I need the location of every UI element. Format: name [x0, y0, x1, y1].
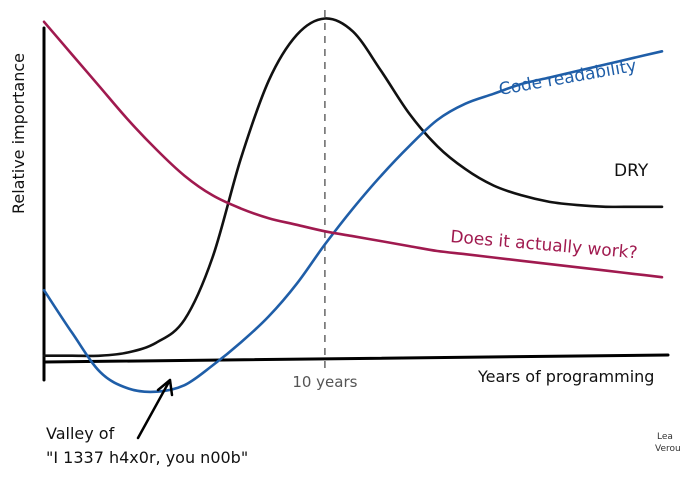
series-label-dry: DRY — [614, 161, 649, 181]
series-label-code-readability: Code readability — [497, 56, 638, 100]
valley-annotation-line1: Valley of — [46, 424, 115, 443]
series-line-does-it-actually-work — [42, 20, 664, 279]
series-line-dry — [42, 17, 664, 358]
signature-line2: Verou — [655, 444, 681, 454]
series-layer — [42, 17, 664, 394]
ten-years-label: 10 years — [292, 373, 357, 391]
series-label-does-it-actually-work: Does it actually work? — [450, 227, 639, 263]
x-axis-line — [42, 353, 670, 364]
valley-annotation-arrow — [136, 378, 174, 440]
x-axis-label: Years of programming — [477, 367, 654, 386]
valley-annotation-line2: "I 1337 h4x0r, you n00b" — [46, 448, 248, 467]
y-axis-label: Relative importance — [9, 53, 28, 214]
signature-line1: Lea — [657, 432, 673, 442]
series-line-code-readability — [42, 50, 664, 394]
